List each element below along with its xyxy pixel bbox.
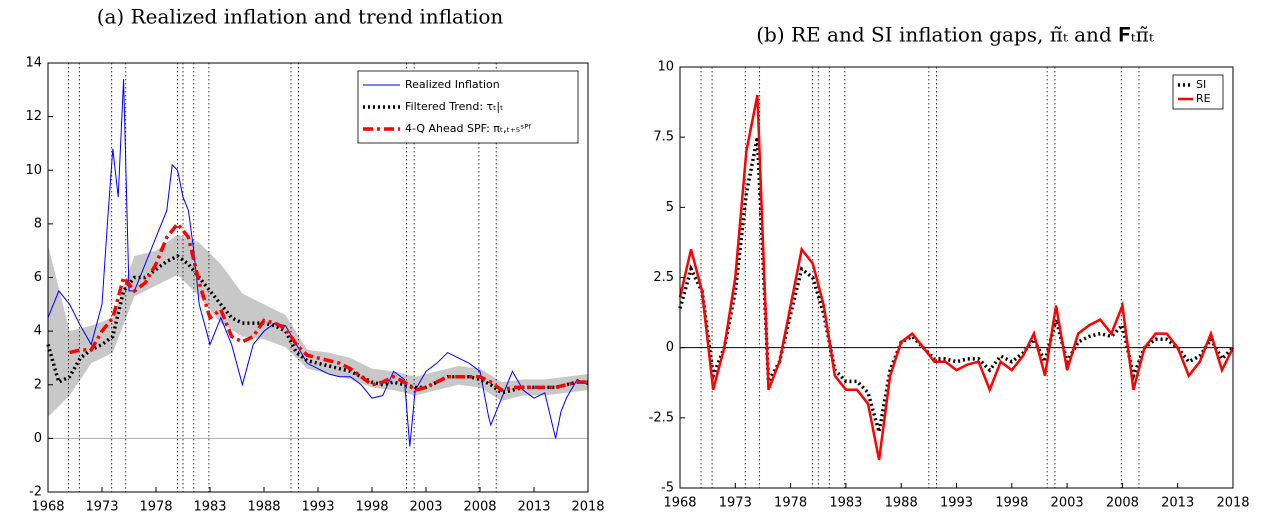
x-tick-label: 1998: [355, 500, 388, 515]
y-tick-label: 2: [34, 377, 42, 392]
x-tick-label: 1973: [85, 500, 118, 515]
x-tick-label: 1988: [885, 496, 918, 511]
y-tick-label: 10: [25, 163, 42, 178]
y-tick-label: 0: [666, 340, 674, 355]
x-tick-label: 2013: [517, 500, 550, 515]
legend-label: 4-Q Ahead SPF: πₜ,ₜ₊₅ˢᴾᶠ: [405, 122, 532, 135]
y-tick-label: 6: [34, 270, 42, 285]
y-tick-label: 2.5: [653, 270, 674, 285]
x-tick-label: 2018: [571, 500, 604, 515]
y-tick-label: -2: [29, 485, 42, 500]
legend-label: Filtered Trend: τₜ|ₜ: [405, 100, 503, 113]
y-tick-label: 7.5: [653, 130, 674, 145]
y-tick-label: 14: [25, 56, 42, 71]
x-tick-label: 2008: [1106, 496, 1139, 511]
plot-area: [680, 67, 1233, 488]
series-line: [69, 221, 588, 393]
series-line: [47, 79, 589, 447]
y-tick-label: 5: [666, 200, 674, 215]
y-tick-label: -5: [661, 481, 674, 496]
y-tick-label: 0: [34, 431, 42, 446]
legend-label: RE: [1196, 92, 1211, 105]
x-tick-label: 2003: [1051, 496, 1084, 511]
panel-title: (a) Realized inflation and trend inflati…: [97, 5, 504, 29]
x-tick-label: 2013: [1161, 496, 1194, 511]
x-tick-label: 1968: [663, 496, 696, 511]
legend-box: [1172, 74, 1224, 110]
legend-label: SI: [1196, 78, 1206, 91]
x-tick-label: 1978: [139, 500, 172, 515]
y-tick-label: 4: [34, 324, 42, 339]
y-tick-label: -2.5: [649, 410, 674, 425]
x-tick-label: 2003: [409, 500, 442, 515]
x-tick-label: 2008: [463, 500, 496, 515]
x-tick-label: 2018: [1216, 496, 1249, 511]
y-tick-label: 10: [657, 60, 674, 75]
x-tick-label: 1978: [774, 496, 807, 511]
series-line: [678, 94, 1235, 461]
x-tick-label: 1983: [193, 500, 226, 515]
legend-label: Realized Inflation: [405, 78, 500, 91]
panel-title: (b) RE and SI inflation gaps, π̃ₜ and 𝐅ₜ…: [756, 23, 1154, 47]
y-tick-label: 12: [25, 109, 42, 124]
x-tick-label: 1998: [995, 496, 1028, 511]
x-tick-label: 1973: [719, 496, 752, 511]
x-tick-label: 1993: [940, 496, 973, 511]
x-tick-label: 1993: [301, 500, 334, 515]
x-tick-label: 1968: [31, 500, 64, 515]
x-tick-label: 1983: [829, 496, 862, 511]
y-tick-label: 8: [34, 216, 42, 231]
x-tick-label: 1988: [247, 500, 280, 515]
